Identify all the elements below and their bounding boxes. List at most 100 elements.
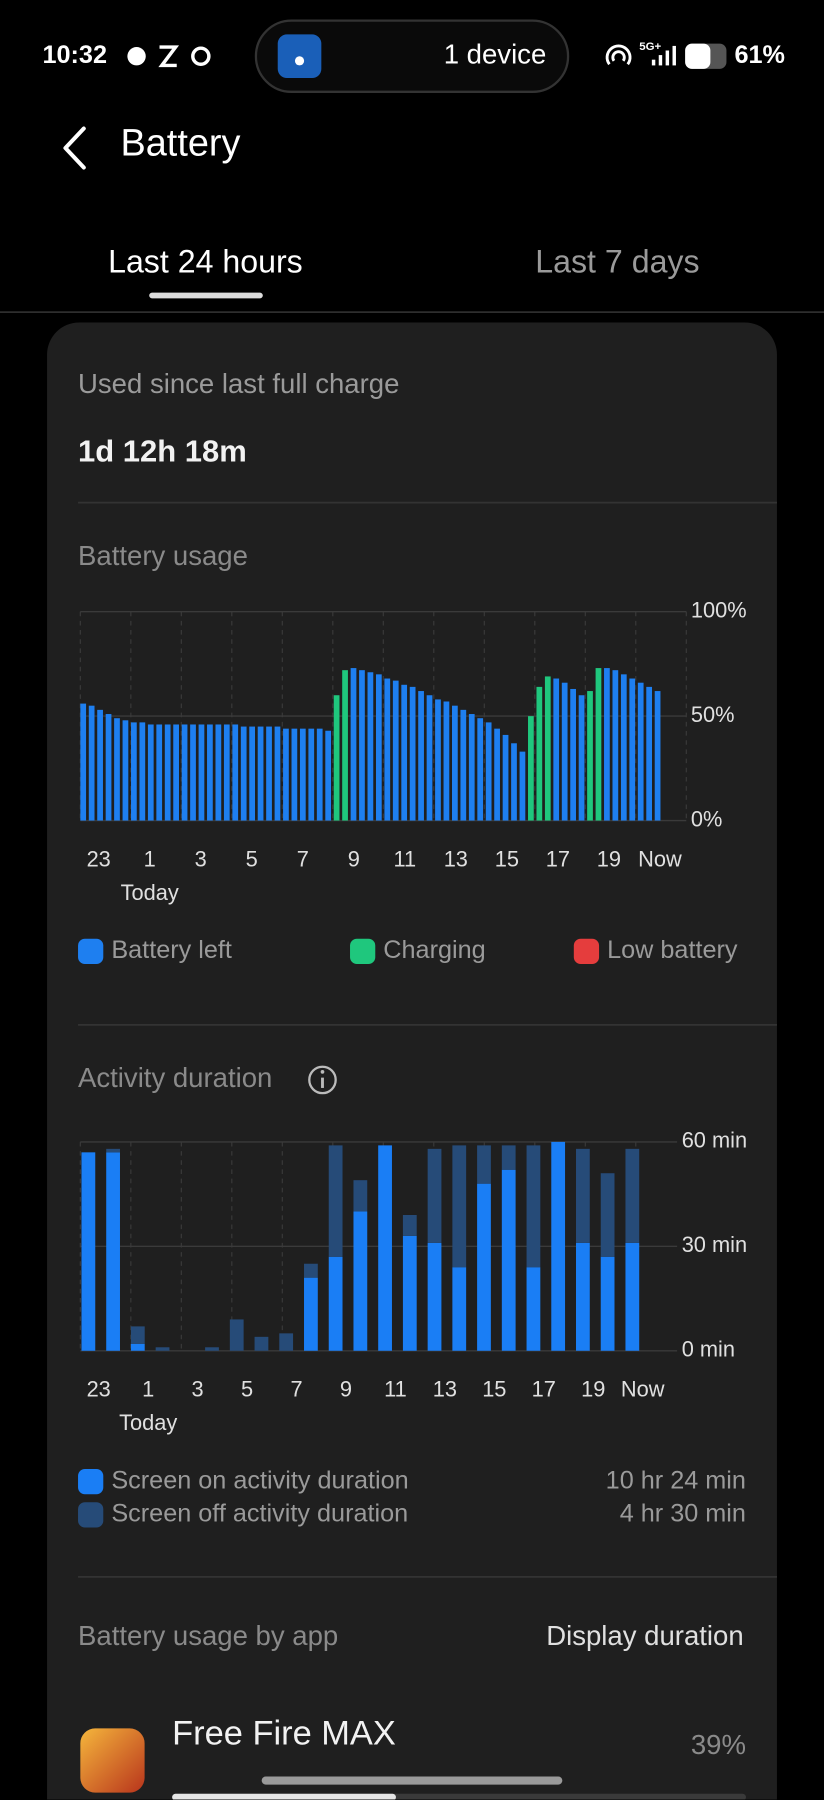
bar — [646, 686, 653, 821]
y-tick-label: 30 min — [682, 1232, 747, 1257]
notification-pill[interactable] — [254, 19, 570, 93]
network-type: 5G+ — [639, 41, 661, 53]
y-tick-label: 50% — [691, 702, 735, 727]
bar-segment — [625, 1148, 640, 1243]
signal-icon — [658, 55, 663, 66]
legend-swatch — [350, 938, 376, 965]
info-icon — [320, 1070, 325, 1074]
bar-segment — [576, 1242, 590, 1351]
notification-text: 1 device — [444, 39, 547, 70]
bar-segment — [328, 1256, 343, 1351]
tab-indicator — [149, 292, 263, 299]
bar-segment — [576, 1148, 590, 1243]
bar — [485, 722, 492, 821]
bar — [156, 724, 163, 821]
summary-value: 1d 12h 18m — [78, 434, 247, 469]
bar-segment — [551, 1141, 566, 1351]
bar — [223, 724, 230, 821]
chart-title: Battery usage — [78, 540, 248, 571]
x-tick-label: 15 — [482, 1377, 506, 1402]
hotspot-icon — [605, 44, 632, 66]
bar — [494, 728, 500, 821]
bar — [528, 716, 534, 821]
bar — [654, 691, 661, 821]
bar — [443, 701, 450, 821]
bar — [173, 724, 179, 821]
bar — [105, 714, 112, 821]
y-tick-label: 0 min — [682, 1337, 735, 1362]
bar — [629, 678, 636, 821]
x-sublabel: Today — [119, 1410, 177, 1435]
bar-segment — [452, 1145, 467, 1268]
sort-button[interactable]: Display duration — [546, 1620, 743, 1651]
bar-segment — [130, 1343, 145, 1351]
x-tick-label: 5 — [246, 846, 258, 871]
bar-segment — [155, 1347, 170, 1351]
bar — [181, 724, 188, 821]
x-tick-label: 19 — [597, 846, 621, 871]
bar — [401, 684, 408, 821]
app-name[interactable]: Free Fire MAX — [172, 1714, 396, 1752]
bar — [367, 672, 374, 821]
legend-label: Battery left — [111, 936, 232, 964]
bar — [561, 682, 568, 821]
legend-swatch — [573, 938, 600, 965]
legend-swatch — [78, 1468, 104, 1495]
legend-swatch — [78, 1502, 104, 1528]
bar-segment — [427, 1148, 442, 1243]
bar — [274, 726, 281, 821]
bar-segment — [452, 1267, 467, 1351]
app-share: 39% — [691, 1729, 746, 1760]
gesture-bar — [261, 1776, 563, 1785]
bar — [97, 709, 103, 821]
x-tick-label: Now — [621, 1377, 665, 1402]
bar — [511, 743, 517, 821]
bar — [198, 724, 205, 821]
clock: 10:32 — [42, 41, 107, 69]
bar-segment — [526, 1145, 541, 1268]
info-icon[interactable] — [308, 1065, 337, 1095]
y-tick-label: 60 min — [682, 1128, 747, 1153]
legend-total: 4 hr 30 min — [620, 1500, 746, 1528]
app-icon — [158, 45, 180, 68]
bar — [519, 751, 526, 821]
usage-fill — [172, 1793, 396, 1800]
bar-segment — [254, 1336, 269, 1351]
bar — [308, 728, 315, 821]
bar — [418, 691, 424, 821]
x-tick-label: 1 — [144, 846, 156, 871]
tab[interactable]: Last 7 days — [535, 243, 699, 279]
bar-segment — [106, 1148, 120, 1153]
x-tick-label: 7 — [290, 1377, 302, 1402]
x-tick-label: 17 — [532, 1377, 556, 1402]
bar — [80, 703, 87, 821]
battery-percent: 61% — [734, 41, 785, 69]
bar — [207, 724, 213, 821]
legend-swatch — [78, 938, 104, 965]
app-icon — [191, 46, 211, 66]
legend-total: 10 hr 24 min — [606, 1466, 746, 1494]
chart-title: Activity duration — [78, 1062, 272, 1093]
bar-segment — [402, 1214, 417, 1236]
bar — [249, 726, 256, 821]
signal-icon — [651, 59, 656, 66]
summary-label: Used since last full charge — [78, 368, 399, 399]
bar-segment — [600, 1173, 615, 1257]
bar — [131, 722, 137, 821]
bar — [502, 734, 509, 821]
bar — [147, 724, 154, 821]
legend-label: Low battery — [607, 936, 738, 964]
bar — [215, 724, 222, 821]
bar-segment — [477, 1183, 491, 1351]
bar — [409, 686, 416, 821]
bar-segment — [402, 1235, 417, 1351]
bar-segment — [81, 1152, 96, 1351]
back-button[interactable] — [63, 126, 86, 170]
bar — [604, 668, 610, 821]
tab[interactable]: Last 24 hours — [108, 243, 303, 279]
legend-label: Charging — [383, 936, 485, 964]
x-tick-label: 3 — [192, 1377, 204, 1402]
app-icon — [80, 1728, 145, 1793]
